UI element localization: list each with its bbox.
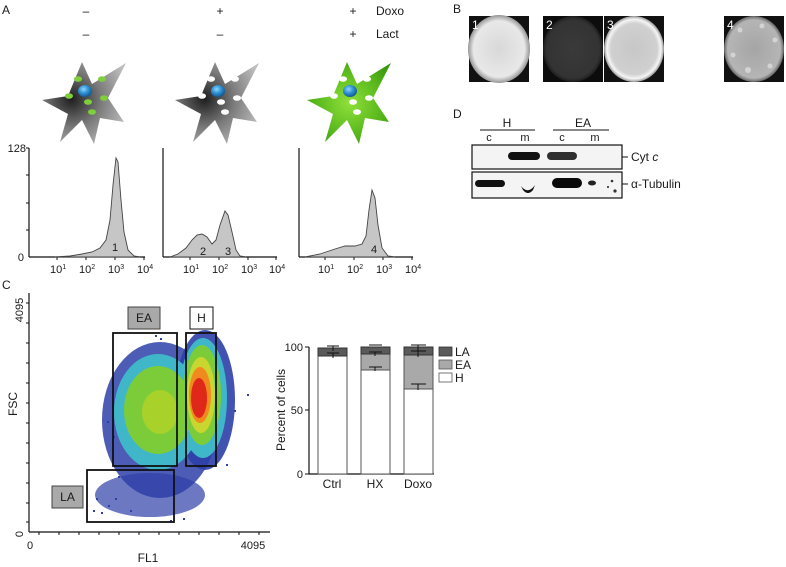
panel-d: D H EA c m c m Cyt c α-Tubulin <box>453 107 681 199</box>
y-tick-128: 128 <box>8 143 26 155</box>
svg-text:103: 103 <box>376 264 392 276</box>
gate-label-la-box <box>51 485 84 509</box>
y-tick-0: 0 <box>14 531 26 537</box>
x-tick-0: 0 <box>27 540 33 552</box>
bar-hx <box>360 344 391 475</box>
gate-ea <box>112 332 178 467</box>
gate-label-h-box <box>189 306 214 330</box>
x-axis-label: FL1 <box>138 551 159 565</box>
scatter-density-plot: 0 4095 0 4095 FL1 FSC EA H LA <box>6 293 270 565</box>
lane-label: c <box>559 132 565 144</box>
svg-text:103: 103 <box>108 264 124 276</box>
row-label-doxo: Doxo <box>376 4 404 18</box>
cell-illustration-doxo <box>175 62 259 144</box>
peak-label-4: 4 <box>371 244 377 256</box>
gate-label-h: H <box>197 311 206 325</box>
y-tick-0: 0 <box>18 252 24 264</box>
lane-label: m <box>590 132 599 144</box>
cond-2-lact: – <box>217 27 224 41</box>
panel-b: B 1 2 3 4 <box>453 2 784 83</box>
legend-h: H <box>455 371 464 385</box>
micrograph-2: 2 <box>543 16 603 82</box>
category-label-ctrl: Ctrl <box>323 477 342 491</box>
y-tick-4095: 4095 <box>14 298 26 322</box>
svg-text:102: 102 <box>79 264 95 276</box>
y-axis-label: FSC <box>6 392 20 416</box>
legend-la: LA <box>455 345 470 359</box>
micrograph-label-4: 4 <box>727 18 734 32</box>
svg-text:102: 102 <box>347 264 363 276</box>
bar-legend: LA EA H <box>438 345 471 385</box>
gate-h <box>185 332 217 467</box>
cond-1-doxo: – <box>83 4 90 18</box>
panel-d-label: D <box>453 107 462 121</box>
gate-label-ea: EA <box>136 311 152 325</box>
panel-c-label: C <box>2 278 11 292</box>
micrograph-4: 4 <box>724 16 784 82</box>
band-label-tubulin: α-Tubulin <box>631 177 681 191</box>
mitochondria-white-icon <box>330 76 373 115</box>
svg-text:101: 101 <box>50 264 66 276</box>
legend-ea: EA <box>455 358 471 372</box>
cond-2-doxo: + <box>216 4 223 18</box>
gate-label-ea-box <box>127 306 161 330</box>
stacked-bar-chart: 100 50 0 Percent of cells <box>274 342 471 491</box>
cond-1-lact: – <box>83 27 90 41</box>
peak-label-2: 2 <box>200 246 206 258</box>
mitochondria-green-icon <box>65 76 108 115</box>
x-tick-4095: 4095 <box>241 540 265 552</box>
micrograph-label-2: 2 <box>546 18 553 32</box>
bar-ctrl <box>317 345 348 475</box>
micrograph-label-3: 3 <box>607 18 614 32</box>
svg-text:104: 104 <box>405 264 421 276</box>
panel-b-label: B <box>453 2 461 16</box>
svg-text:101: 101 <box>318 264 334 276</box>
y-tick-50: 50 <box>291 405 303 417</box>
group-label-h: H <box>503 116 512 130</box>
group-label-ea: EA <box>575 116 591 130</box>
svg-text:102: 102 <box>212 264 228 276</box>
nucleus-icon <box>78 85 92 97</box>
panel-a: A – – + – + + Doxo Lact <box>2 3 421 276</box>
western-blot-cytc: Cyt c <box>471 144 658 170</box>
gate-label-la: LA <box>60 490 75 504</box>
mitochondria-white-icon <box>198 76 241 115</box>
cell-illustration-control <box>42 62 126 144</box>
cond-3-doxo: + <box>349 4 356 18</box>
peak-label-3: 3 <box>225 246 231 258</box>
bar-doxo <box>403 344 434 475</box>
micrograph-label-1: 1 <box>472 18 479 32</box>
cell-illustration-doxo-lact <box>307 62 391 144</box>
panel-c: C <box>2 278 471 565</box>
peak-label-1: 1 <box>112 242 118 254</box>
gate-la <box>86 469 175 523</box>
cond-3-lact: + <box>349 27 356 41</box>
western-blot-tubulin: α-Tubulin <box>471 171 681 199</box>
y-tick-0: 0 <box>297 469 303 481</box>
histogram-2: 2 3 <box>162 148 277 260</box>
y-tick-100: 100 <box>285 342 303 354</box>
histogram-x-tick-labels: 101 102 103 104 101 102 103 104 101 102 … <box>50 264 421 276</box>
panel-a-label: A <box>2 3 10 17</box>
svg-text:104: 104 <box>269 264 285 276</box>
lane-label: m <box>520 132 529 144</box>
category-label-doxo: Doxo <box>404 477 432 491</box>
nucleus-icon <box>211 85 225 97</box>
category-label-hx: HX <box>367 477 384 491</box>
svg-text:103: 103 <box>241 264 257 276</box>
scatter-ticks <box>26 302 260 535</box>
svg-text:104: 104 <box>137 264 153 276</box>
micrograph-1: 1 <box>468 15 530 83</box>
y-axis-label: Percent of cells <box>274 369 288 451</box>
histogram-3: 4 <box>298 148 413 260</box>
histogram-1: 128 0 1 <box>8 143 145 264</box>
nucleus-icon <box>343 85 357 97</box>
band-label-cytc: Cyt c <box>631 150 658 164</box>
svg-text:101: 101 <box>183 264 199 276</box>
lane-label: c <box>486 132 492 144</box>
micrograph-3: 3 <box>604 16 664 82</box>
row-label-lact: Lact <box>376 27 399 41</box>
